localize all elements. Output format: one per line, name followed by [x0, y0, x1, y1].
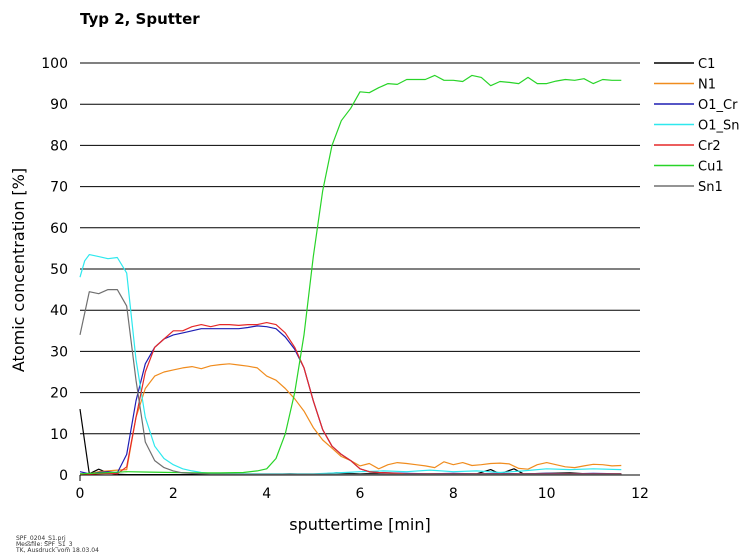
- footer-notes: SPF_0204_S1.prj Messfile: SPF_S1_3 TK, A…: [15, 535, 99, 554]
- series-line-cu1: [79, 74, 622, 475]
- x-tick-label: 8: [449, 486, 458, 502]
- y-axis-label: Atomic concentration [%]: [9, 168, 28, 372]
- y-tick-labels: 0 10 20 30 40 50 60 70 80 90 100: [41, 56, 68, 484]
- x-tick-label: 12: [631, 486, 649, 502]
- y-tick-label: 100: [41, 56, 68, 72]
- y-tick-label: 40: [50, 303, 68, 319]
- y-tick-label: 10: [50, 427, 68, 443]
- series-line-o1-cr: [79, 325, 622, 475]
- y-tick-label: 60: [50, 221, 68, 237]
- legend-label-cr2: Cr2: [698, 139, 721, 154]
- y-tick-label: 70: [50, 180, 68, 196]
- x-tick-label: 10: [538, 486, 556, 502]
- x-tick-label: 4: [262, 486, 271, 502]
- y-tick-label: 80: [50, 138, 68, 154]
- legend-label-o1-cr: O1_Cr: [698, 98, 738, 113]
- y-tick-label: 30: [50, 344, 68, 360]
- footer-print-date: TK, Ausdruck vom 18.03.04: [15, 547, 99, 554]
- footer-measurement-file: Messfile: SPF_S1_3: [16, 541, 73, 548]
- series-line-sn1: [79, 289, 622, 475]
- grid-lines: [79, 62, 640, 481]
- chart-title: Typ 2, Sputter: [80, 10, 200, 28]
- x-tick-label: 0: [76, 486, 85, 502]
- series-line-o1-sn: [79, 254, 622, 475]
- x-tick-labels: 0 2 4 6 8 10 12: [76, 486, 649, 502]
- legend-label-o1-sn: O1_Sn: [698, 119, 740, 134]
- y-tick-label: 20: [50, 386, 68, 402]
- legend-label-cu1: Cu1: [698, 160, 724, 175]
- x-axis-label: sputtertime [min]: [289, 515, 431, 534]
- legend-label-c1: C1: [698, 57, 715, 72]
- footer-project: SPF_0204_S1.prj: [16, 535, 66, 542]
- x-tick-label: 2: [169, 486, 178, 502]
- legend-label-sn1: Sn1: [698, 180, 723, 195]
- legend-label-n1: N1: [698, 78, 716, 93]
- series-line-cr2: [79, 322, 622, 475]
- legend: C1 N1 O1_Cr O1_Sn Cr2 Cu1 Sn1: [654, 57, 740, 195]
- y-tick-label: 90: [50, 97, 68, 113]
- x-tick-label: 6: [356, 486, 365, 502]
- series-lines: [79, 74, 622, 476]
- series-line-n1: [79, 363, 622, 475]
- y-tick-label: 50: [50, 262, 68, 278]
- y-tick-label: 0: [59, 468, 68, 484]
